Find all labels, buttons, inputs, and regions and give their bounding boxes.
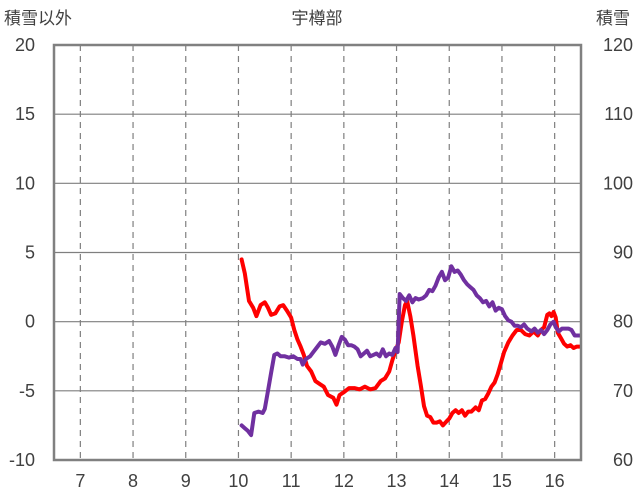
plot-frame [52, 43, 583, 462]
left-tick-label: 15 [15, 104, 35, 124]
x-tick-label: 14 [439, 471, 459, 491]
x-tick-label: 9 [181, 471, 191, 491]
right-tick-label: 120 [603, 35, 633, 55]
right-axis-label: 積雪 [596, 9, 630, 29]
right-tick-label: 80 [613, 312, 633, 332]
left-axis-label: 積雪以外 [4, 9, 72, 29]
right-tick-label: 110 [604, 104, 633, 124]
x-tick-label: 15 [492, 471, 512, 491]
left-tick-label: 5 [25, 243, 35, 263]
grid [54, 45, 581, 460]
chart-title: 宇樽部 [292, 9, 343, 29]
x-tick-label: 8 [128, 471, 138, 491]
x-tick-label: 16 [545, 471, 565, 491]
right-tick-label: 60 [613, 450, 633, 470]
series-lines [239, 257, 582, 438]
left-tick-label: 0 [25, 312, 35, 332]
left-tick-label: 20 [15, 35, 35, 55]
x-tick-label: 12 [334, 471, 354, 491]
left-tick-label: -5 [19, 381, 35, 401]
series-line-red [239, 257, 582, 428]
x-tick-label: 10 [228, 471, 248, 491]
right-tick-label: 90 [613, 243, 633, 263]
x-tick-label: 11 [282, 471, 301, 491]
tick-labels: 20 120 15 110 10 100 5 90 0 80 -5 70 -10 60 7 8 9 10 11 12 1… [9, 35, 633, 491]
x-tick-label: 7 [75, 471, 85, 491]
series-line-purple [239, 264, 582, 438]
left-tick-label: 10 [15, 173, 35, 193]
left-tick-label: -10 [9, 450, 35, 470]
x-tick-label: 13 [387, 471, 407, 491]
right-tick-label: 70 [613, 381, 633, 401]
right-tick-label: 100 [603, 173, 633, 193]
